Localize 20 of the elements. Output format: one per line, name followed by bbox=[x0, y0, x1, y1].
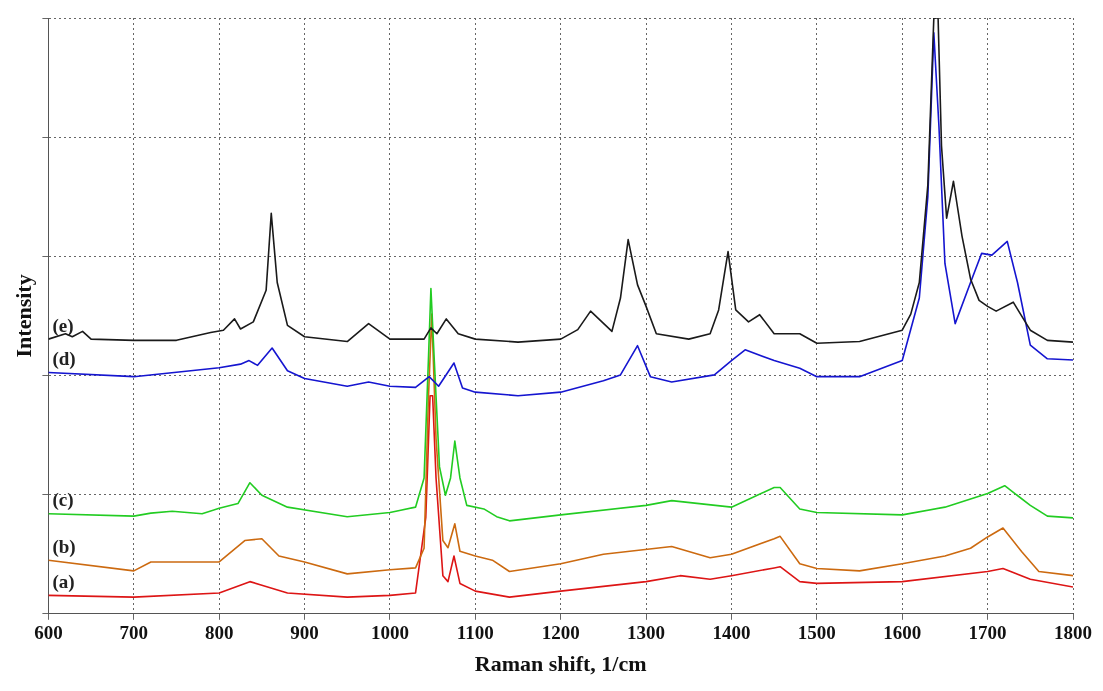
series-label: (d) bbox=[52, 347, 76, 370]
series-label: (c) bbox=[52, 489, 74, 512]
x-tick-label: 800 bbox=[204, 622, 234, 644]
x-tick-label: 1100 bbox=[456, 622, 494, 644]
series-label: (b) bbox=[52, 535, 76, 558]
series-label: (a) bbox=[52, 570, 75, 593]
x-axis-title: Raman shift, 1/cm bbox=[474, 651, 647, 677]
x-tick-label: 1600 bbox=[883, 622, 922, 644]
x-tick-label: 1400 bbox=[712, 622, 751, 644]
x-tick-label: 1800 bbox=[1054, 622, 1092, 644]
x-tick-label: 1200 bbox=[541, 622, 580, 644]
x-tick-label: 900 bbox=[290, 622, 319, 644]
x-tick-label: 600 bbox=[34, 622, 63, 644]
series-label: (e) bbox=[52, 314, 74, 337]
x-tick-label: 1700 bbox=[968, 622, 1007, 644]
x-tick-label: 700 bbox=[119, 622, 149, 644]
y-axis-title: Intensity bbox=[10, 274, 36, 358]
x-tick-label: 1000 bbox=[370, 622, 409, 644]
x-tick-label: 1300 bbox=[627, 622, 666, 644]
x-tick-label: 1500 bbox=[797, 622, 836, 644]
